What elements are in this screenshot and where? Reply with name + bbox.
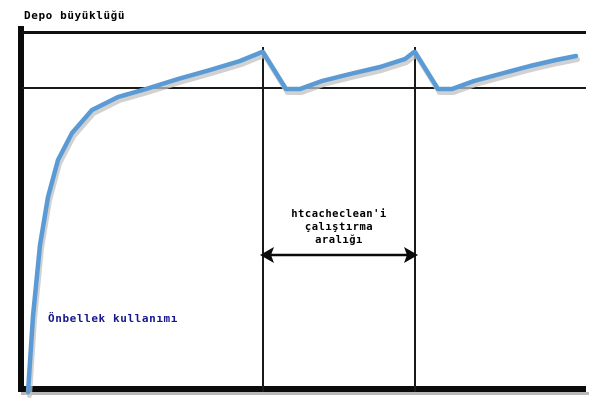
interval-annotation-line-1: htcacheclean'i	[291, 208, 387, 220]
marker-line-clean-run-2	[414, 47, 416, 392]
marker-line-clean-run-1	[262, 47, 264, 392]
x-axis-shadow	[21, 392, 589, 395]
x-axis	[18, 386, 586, 392]
reference-line-max-capacity	[22, 31, 586, 34]
interval-double-arrow	[260, 247, 418, 263]
interval-annotation-line-3: aralığı	[315, 234, 363, 246]
series-label-cache-usage: Önbellek kullanımı	[48, 312, 179, 325]
page-title: Depo büyüklüğü	[24, 9, 126, 22]
interval-annotation-text: htcacheclean'i çalıştırma aralığı	[263, 208, 415, 247]
interval-annotation-line-2: çalıştırma	[304, 221, 374, 233]
y-axis	[18, 26, 24, 392]
